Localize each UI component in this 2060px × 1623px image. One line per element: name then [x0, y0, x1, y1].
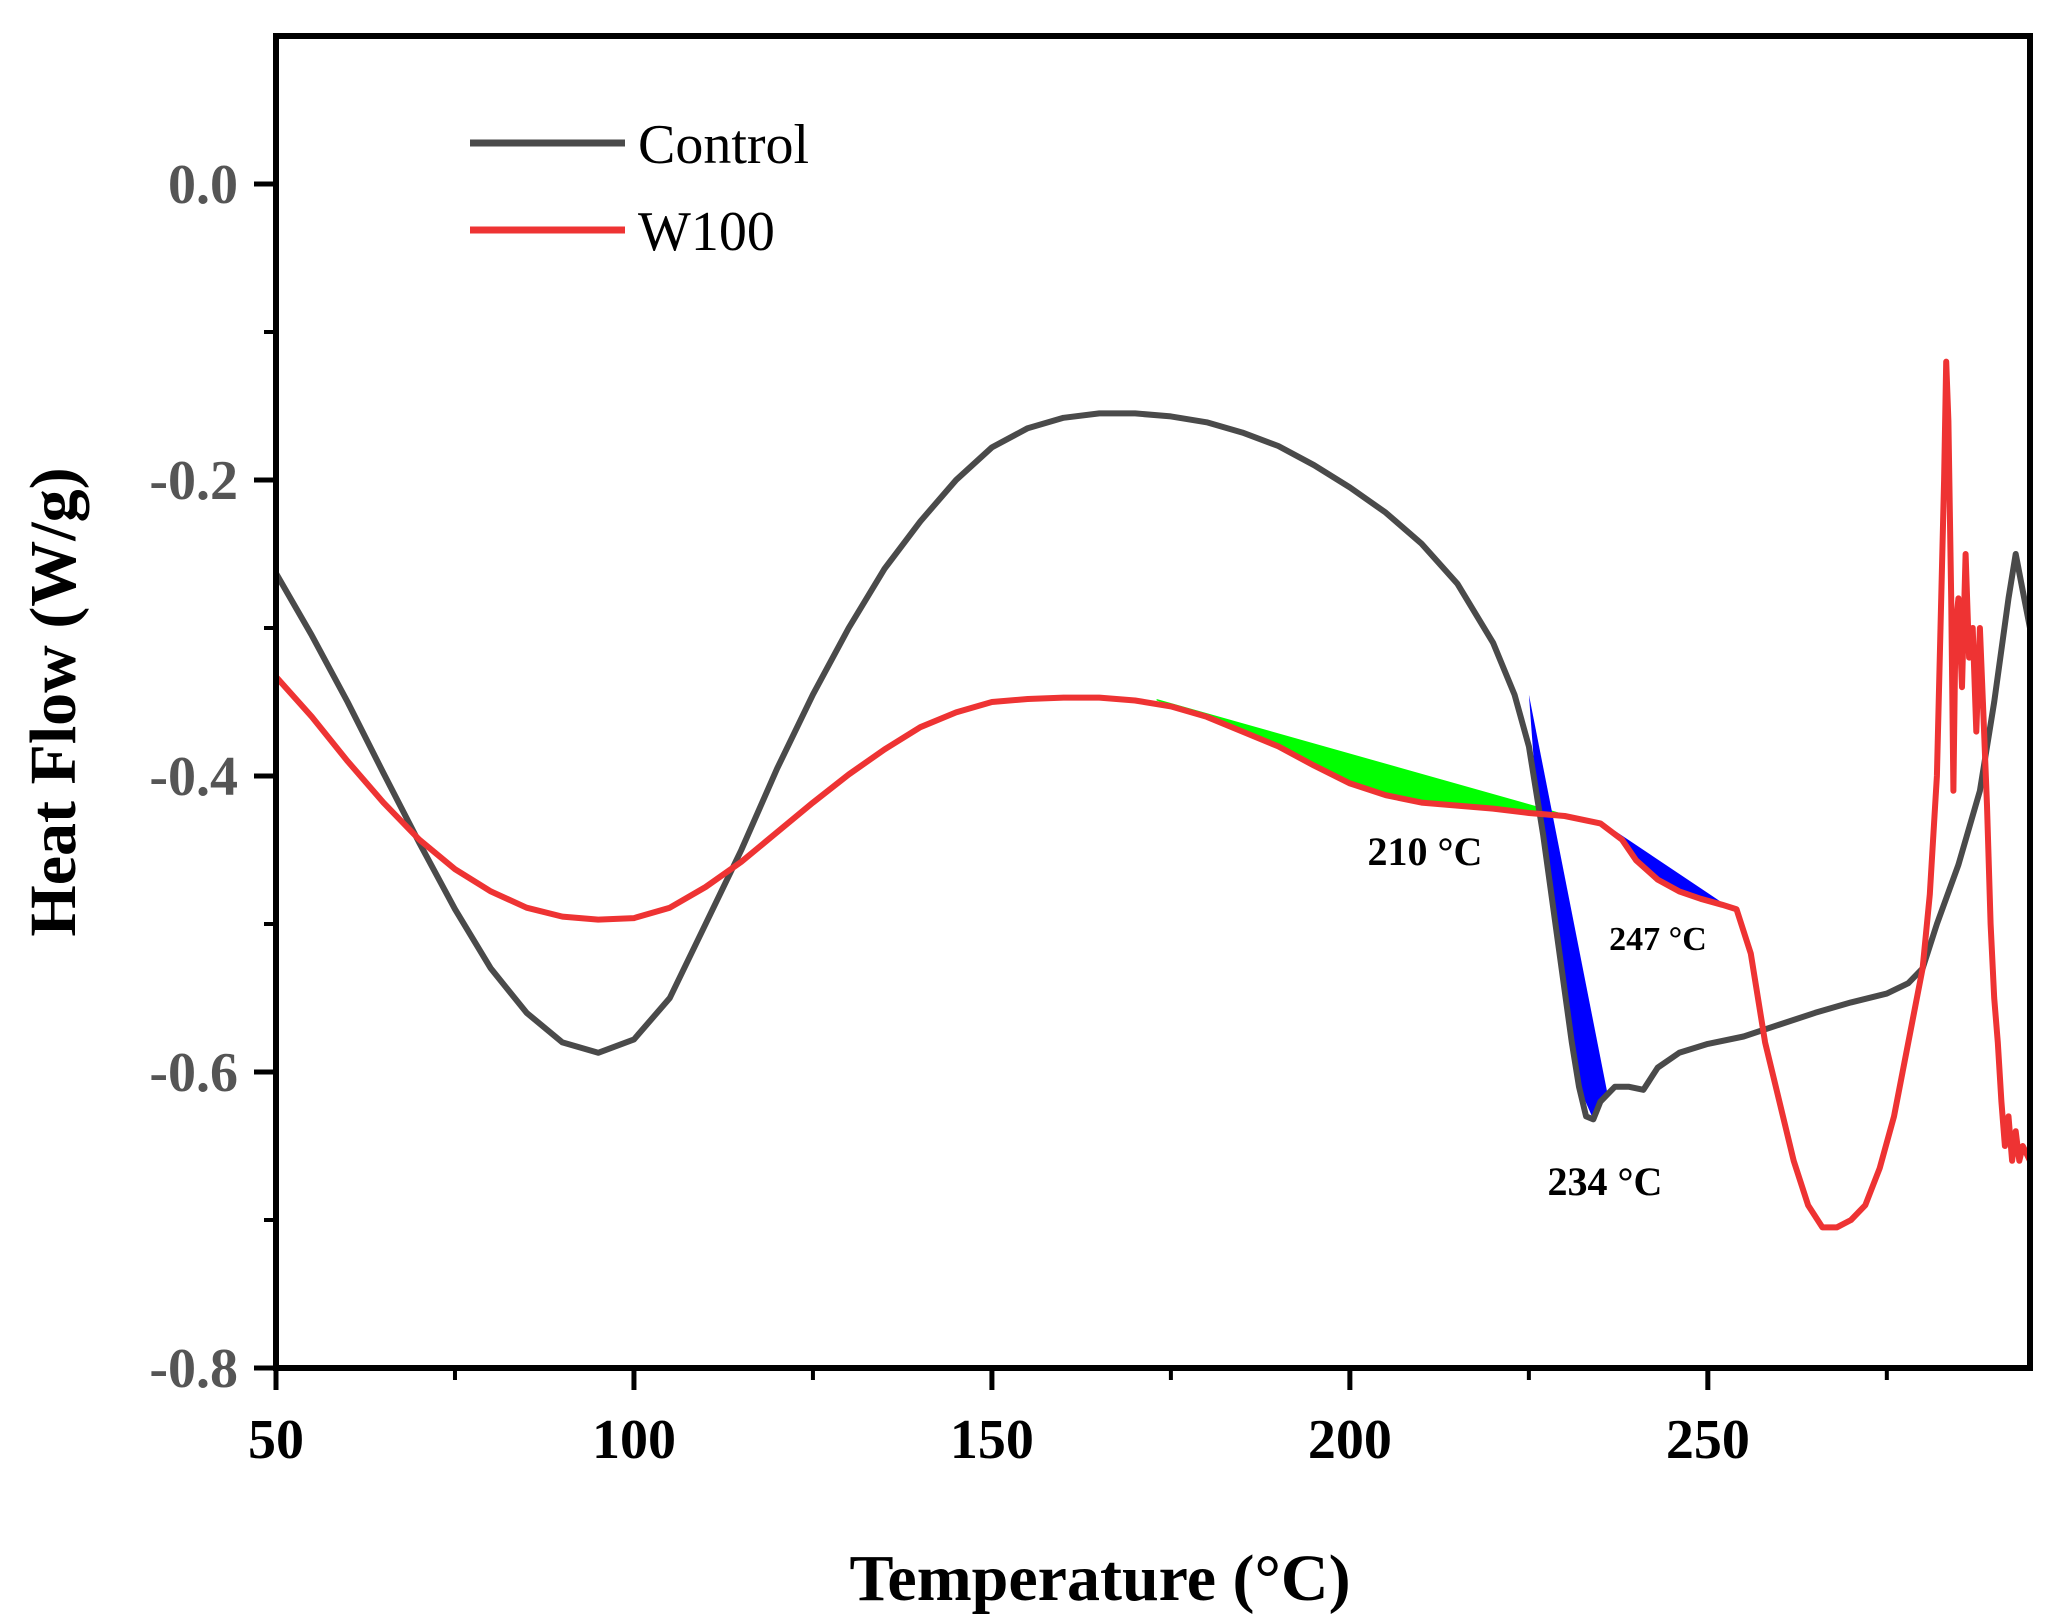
shaded-regions: [1156, 694, 1737, 1120]
x-tick-label: 100: [592, 1409, 676, 1471]
x-axis-ticks: 50 100 150 200 250: [248, 1368, 1889, 1471]
x-tick-label: 200: [1308, 1409, 1392, 1471]
y-tick-label: -0.6: [149, 1042, 238, 1104]
y-tick-label: -0.4: [149, 746, 238, 808]
legend-label-w100: W100: [638, 201, 775, 263]
series-line-control: [273, 410, 2033, 1123]
series-lines: [273, 358, 2033, 1231]
x-tick-label: 150: [950, 1409, 1034, 1471]
y-tick-label: 0.0: [168, 154, 238, 216]
annotation-247: 247 °C: [1609, 921, 1707, 958]
x-axis-title: Temperature (°C): [849, 1542, 1350, 1615]
shaded-region-3: [1614, 830, 1737, 913]
plot-frame: [273, 33, 2033, 1371]
x-tick-label: 50: [248, 1409, 304, 1471]
x-tick-label: 250: [1666, 1409, 1750, 1471]
legend: Control W100: [470, 114, 809, 263]
shaded-region-2: [1528, 694, 1608, 1120]
shaded-region-1: [1156, 699, 1608, 827]
annotation-234: 234 °C: [1548, 1159, 1663, 1204]
y-tick-label: -0.8: [149, 1338, 238, 1400]
y-axis-title: Heat Flow (W/g): [17, 467, 90, 936]
series-line-w100: [273, 358, 2033, 1231]
y-tick-label: -0.2: [149, 450, 238, 512]
y-axis-ticks: 0.0 -0.2 -0.4 -0.6 -0.8: [149, 154, 276, 1400]
legend-label-control: Control: [638, 114, 809, 176]
annotation-210: 210 °C: [1368, 829, 1483, 874]
